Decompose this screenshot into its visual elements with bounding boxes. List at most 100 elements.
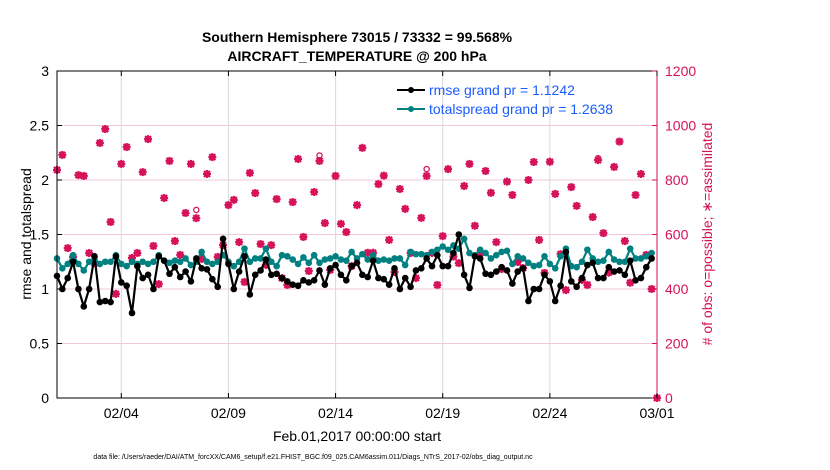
y-right-tick-label: 600 bbox=[665, 227, 689, 243]
rmse-point bbox=[509, 280, 516, 287]
totalspread-point bbox=[342, 257, 350, 264]
rmse-point bbox=[64, 274, 72, 282]
totalspread-point bbox=[176, 258, 184, 266]
y-right-tick-label: 800 bbox=[665, 172, 689, 188]
totalspread-point bbox=[284, 252, 291, 260]
rmse-point bbox=[434, 251, 441, 259]
asterisk-core bbox=[300, 234, 306, 240]
totalspread-point bbox=[273, 262, 280, 270]
obs-assimilated-marker bbox=[417, 213, 426, 222]
asterisk-core bbox=[375, 181, 381, 187]
rmse-point bbox=[391, 264, 398, 272]
rmse-point bbox=[182, 268, 189, 275]
totalspread-point bbox=[482, 249, 489, 257]
rmse-point bbox=[171, 263, 179, 271]
asterisk-core bbox=[509, 192, 515, 198]
x-tick-label: 02/24 bbox=[532, 405, 567, 421]
obs-assimilated-marker bbox=[144, 135, 153, 144]
asterisk-core bbox=[531, 159, 537, 165]
rmse-point bbox=[359, 271, 366, 279]
asterisk-core bbox=[242, 279, 247, 285]
rmse-point bbox=[471, 252, 479, 260]
asterisk-core bbox=[140, 169, 146, 175]
rmse-point bbox=[525, 297, 532, 305]
obs-assimilated-marker bbox=[454, 259, 463, 268]
obs-assimilated-marker bbox=[379, 171, 388, 180]
totalspread-point bbox=[171, 257, 179, 264]
obs-assimilated-marker bbox=[165, 156, 174, 165]
asterisk-core bbox=[386, 237, 392, 243]
obs-assimilated-marker bbox=[160, 193, 169, 202]
asterisk-core bbox=[536, 237, 542, 243]
obs-assimilated-marker bbox=[101, 125, 110, 134]
obs-assimilated-marker bbox=[245, 168, 254, 177]
data-file-footnote: data file: /Users/raeder/DAI/ATM_forcXX/… bbox=[93, 454, 533, 461]
asterisk-core bbox=[434, 282, 440, 288]
asterisk-core bbox=[418, 215, 424, 221]
obs-possible-marker bbox=[193, 206, 200, 214]
obs-assimilated-marker bbox=[631, 190, 640, 199]
obs-assimilated-marker bbox=[176, 250, 185, 259]
asterisk-core bbox=[75, 172, 81, 178]
rmse-point bbox=[150, 285, 157, 293]
asterisk-core bbox=[86, 250, 92, 256]
legend-marker-totalspread bbox=[408, 106, 414, 112]
rmse-point bbox=[412, 267, 420, 274]
totalspread-point bbox=[64, 260, 72, 268]
asterisk-core bbox=[633, 192, 639, 198]
totalspread-point bbox=[487, 255, 495, 262]
chart-title: Southern Hemisphere 73015 / 73332 = 99.5… bbox=[202, 29, 513, 45]
y-tick-label: 2.5 bbox=[30, 118, 50, 134]
rmse-point bbox=[535, 285, 543, 293]
totalspread-point bbox=[541, 252, 548, 260]
rmse-point bbox=[284, 278, 291, 285]
totalspread-point bbox=[396, 255, 404, 262]
rmse-point bbox=[600, 274, 607, 282]
rmse-point bbox=[321, 281, 329, 288]
rmse-point bbox=[75, 285, 82, 293]
asterisk-core bbox=[552, 191, 558, 197]
asterisk-core bbox=[359, 145, 365, 151]
obs-assimilated-marker bbox=[235, 238, 244, 247]
totalspread-point bbox=[460, 235, 468, 243]
asterisk-core bbox=[440, 233, 446, 239]
obs-assimilated-marker bbox=[310, 187, 319, 196]
rmse-point bbox=[69, 258, 77, 266]
totalspread-point bbox=[310, 251, 318, 259]
totalspread-point bbox=[139, 258, 147, 266]
totalspread-point bbox=[144, 260, 152, 268]
asterisk-core bbox=[467, 161, 472, 167]
y-right-tick-label: 1200 bbox=[665, 63, 696, 79]
asterisk-core bbox=[145, 136, 151, 142]
totalspread-point bbox=[551, 264, 559, 272]
totalspread-point bbox=[332, 252, 339, 260]
totalspread-point bbox=[503, 247, 511, 255]
totalspread-point bbox=[267, 258, 275, 266]
rmse-point bbox=[187, 278, 195, 285]
asterisk-core bbox=[193, 215, 199, 221]
totalspread-point bbox=[128, 258, 136, 266]
asterisk-core bbox=[311, 189, 317, 195]
obs-assimilated-marker bbox=[224, 201, 233, 210]
totalspread-point bbox=[59, 264, 66, 272]
asterisk-core bbox=[247, 170, 253, 176]
rmse-point bbox=[91, 252, 98, 260]
totalspread-point bbox=[375, 257, 382, 264]
rmse-point bbox=[112, 252, 120, 260]
rmse-point bbox=[107, 298, 114, 306]
rmse-point bbox=[214, 283, 222, 291]
rmse-point bbox=[59, 285, 66, 293]
totalspread-point bbox=[632, 255, 639, 262]
obs-assimilated-marker bbox=[106, 217, 115, 226]
asterisk-core bbox=[600, 230, 606, 236]
rmse-point bbox=[332, 261, 339, 269]
obs-assimilated-marker bbox=[529, 158, 538, 167]
series-layer bbox=[53, 125, 661, 402]
rmse-point bbox=[407, 283, 414, 291]
rmse-point bbox=[219, 235, 227, 243]
rmse-point bbox=[337, 271, 345, 279]
rmse-point bbox=[466, 284, 473, 292]
asterisk-core bbox=[381, 173, 387, 179]
rmse-point bbox=[626, 257, 634, 264]
rmse-point bbox=[476, 255, 484, 262]
